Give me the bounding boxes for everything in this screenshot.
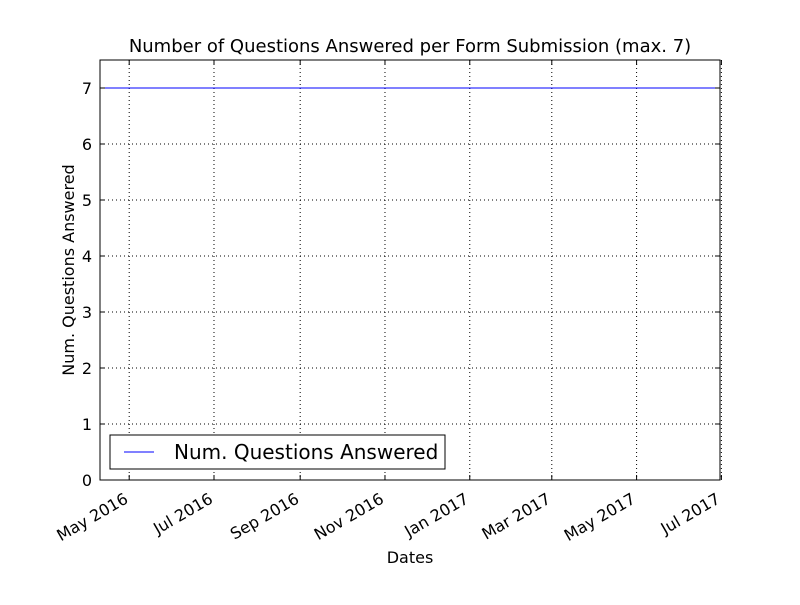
x-tick-label: May 2016 (53, 489, 131, 545)
y-tick-label: 2 (82, 359, 92, 378)
y-tick-label: 7 (82, 79, 92, 98)
x-tick-label: Mar 2017 (478, 489, 553, 543)
x-tick-label: Jan 2017 (400, 489, 471, 541)
x-tick-label: Sep 2016 (227, 489, 302, 543)
legend-label: Num. Questions Answered (174, 440, 438, 464)
axis-ticks: 0 1 2 3 4 5 6 7 May 2016 Jul 2016 Sep 2016 Nov 2016… (53, 60, 723, 545)
x-tick-label: May 2017 (561, 489, 639, 545)
chart-title: Number of Questions Answered per Form Su… (129, 36, 691, 57)
y-tick-label: 5 (82, 191, 92, 210)
y-tick-label: 4 (82, 247, 92, 266)
plot-frame (99, 59, 721, 481)
y-tick-label: 0 (82, 471, 92, 490)
y-tick-label: 1 (82, 415, 92, 434)
legend-box (109, 434, 446, 470)
y-axis-label: Num. Questions Answered (59, 164, 78, 375)
x-tick-label: Jul 2017 (657, 489, 724, 539)
x-axis-label: Dates (387, 548, 434, 567)
y-tick-label: 6 (82, 135, 92, 154)
legend: Num. Questions Answered (109, 434, 446, 470)
x-tick-label: Nov 2016 (311, 489, 387, 544)
y-tick-label: 3 (82, 303, 92, 322)
grid-lines (100, 60, 722, 480)
x-tick-label: Jul 2016 (149, 489, 216, 539)
